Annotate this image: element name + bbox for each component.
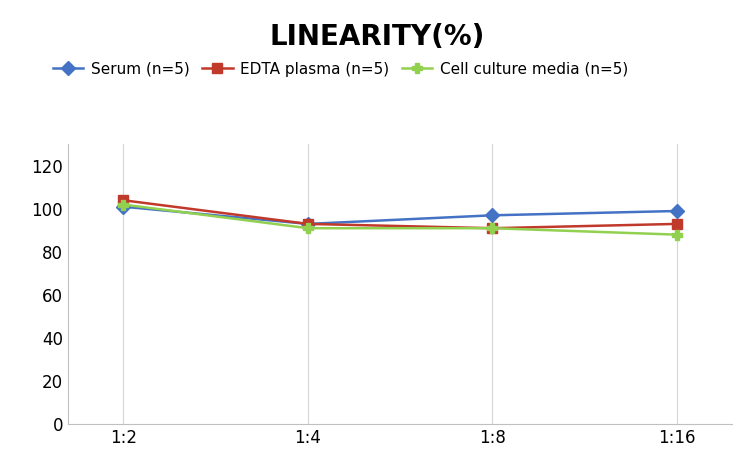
Serum (n=5): [673, 208, 682, 214]
Cell culture media (n=5): [304, 226, 313, 231]
EDTA plasma (n=5): [488, 226, 497, 231]
Text: LINEARITY(%): LINEARITY(%): [270, 23, 485, 51]
Line: Serum (n=5): Serum (n=5): [119, 202, 682, 229]
Serum (n=5): [304, 221, 313, 226]
Cell culture media (n=5): [119, 202, 128, 207]
EDTA plasma (n=5): [673, 221, 682, 226]
EDTA plasma (n=5): [304, 221, 313, 226]
Line: Cell culture media (n=5): Cell culture media (n=5): [119, 200, 682, 239]
Legend: Serum (n=5), EDTA plasma (n=5), Cell culture media (n=5): Serum (n=5), EDTA plasma (n=5), Cell cul…: [53, 62, 628, 77]
EDTA plasma (n=5): [119, 198, 128, 203]
Line: EDTA plasma (n=5): EDTA plasma (n=5): [119, 195, 682, 233]
Serum (n=5): [488, 212, 497, 218]
Cell culture media (n=5): [673, 232, 682, 237]
Serum (n=5): [119, 204, 128, 209]
Cell culture media (n=5): [488, 226, 497, 231]
